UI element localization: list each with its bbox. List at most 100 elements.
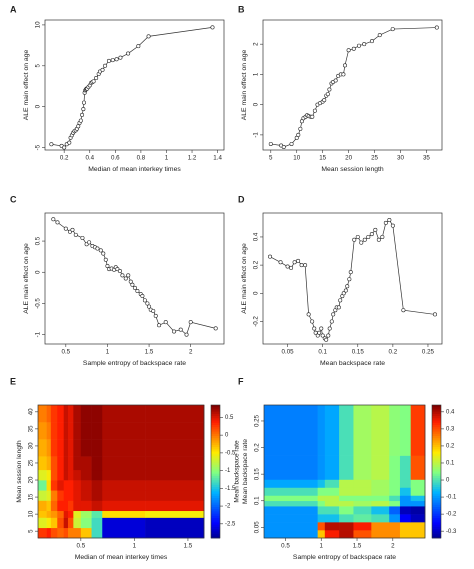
heatmap-cell: [91, 527, 103, 539]
data-point: [157, 323, 162, 328]
colorbar-segment-E: [211, 405, 220, 408]
data-point: [268, 141, 273, 146]
data-point: [67, 140, 72, 145]
heatmap-cell: [324, 514, 340, 523]
colorbar-segment-E: [211, 513, 220, 517]
heatmap-cell: [63, 510, 69, 518]
panel-label-B: B: [238, 4, 245, 14]
data-point: [120, 273, 125, 278]
heatmap-cell: [67, 510, 74, 518]
data-point: [327, 87, 332, 92]
heatmap-cell: [102, 490, 146, 501]
heatmap-cell: [73, 500, 82, 512]
x-tick-label: 0.4: [85, 155, 94, 162]
colorbar-tick-label: -0.1: [446, 495, 457, 501]
heatmap-cell: [50, 517, 58, 529]
heatmap-cell: [339, 514, 354, 523]
colorbar-segment-F: [432, 484, 441, 488]
colorbar-segment-F: [432, 464, 441, 468]
heatmap-cell: [317, 500, 326, 507]
colorbar-segment-E: [211, 409, 220, 413]
heatmap-cell: [371, 514, 390, 523]
x-tick-label: 0.15: [352, 349, 365, 356]
y-tick-label: 10: [35, 21, 42, 28]
heatmap-cell: [353, 530, 372, 539]
heatmap-cell: [410, 506, 426, 515]
data-point: [341, 291, 346, 296]
colorbar-segment-F: [432, 535, 441, 539]
heatmap-cell: [399, 530, 411, 539]
heatmap-cell: [67, 500, 74, 512]
x-tick-label: 1.5: [353, 543, 362, 550]
colorbar-segment-F: [432, 405, 441, 408]
colorbar-segment-F: [432, 513, 441, 517]
data-point: [355, 234, 360, 239]
data-point: [49, 142, 54, 147]
colorbar-tick-label: -0.3: [446, 529, 457, 535]
heatmap-cell: [399, 500, 411, 507]
heatmap-cell: [410, 530, 426, 539]
colorbar-segment-F: [432, 480, 441, 483]
y-tick-label: -1: [35, 331, 42, 337]
heatmap-cell: [324, 530, 340, 539]
heatmap-cell: [57, 439, 65, 457]
heatmap-cell: [80, 439, 92, 457]
colorbar-tick-label: -0.5: [225, 450, 236, 456]
colorbar-segment-F: [432, 487, 441, 490]
heatmap-cell: [389, 522, 401, 531]
data-point: [383, 220, 388, 225]
data-point: [351, 46, 356, 51]
colorbar-segment-F: [432, 409, 441, 413]
heatmap-cell: [102, 527, 146, 539]
colorbar-segment-E: [211, 502, 220, 506]
data-point: [296, 132, 301, 137]
series-line-C: [53, 218, 216, 336]
y-tick-label: 0.5: [35, 236, 42, 245]
heatmap-cell: [67, 439, 74, 457]
colorbar-segment-F: [432, 506, 441, 510]
heatmap-cell: [67, 405, 74, 423]
colorbar-segment-E: [211, 444, 220, 448]
colorbar-segment-E: [211, 491, 220, 495]
heatmap-cell: [371, 479, 390, 488]
colorbar-segment-E: [211, 533, 220, 537]
colorbar-segment-E: [211, 436, 220, 439]
data-point: [299, 119, 304, 124]
heatmap-cell: [73, 456, 82, 471]
heatmap-cell: [324, 500, 340, 507]
heatmap-cell: [63, 527, 69, 539]
data-point: [172, 329, 177, 334]
heatmap-cell: [410, 500, 426, 507]
y-tick-label: 0.15: [254, 468, 261, 481]
y-tick-label: 0: [253, 102, 260, 106]
heatmap-cell: [73, 490, 82, 501]
heatmap-cell: [46, 490, 52, 501]
data-point: [319, 326, 324, 331]
data-point: [322, 98, 327, 103]
colorbar-segment-F: [432, 533, 441, 537]
heatmap-cell: [63, 456, 69, 471]
heatmap-cell: [67, 480, 74, 491]
y-tick-label: 0: [35, 104, 42, 108]
data-point: [343, 288, 348, 293]
colorbar-segment-F: [432, 478, 441, 481]
data-point: [333, 78, 338, 83]
colorbar-segment-E: [211, 473, 220, 477]
heatmap-cell: [324, 506, 340, 515]
heatmap-cell: [399, 479, 411, 488]
heatmap-cell: [50, 439, 58, 457]
colorbar-tick-label: 0.5: [225, 415, 234, 421]
heatmap-cell: [67, 456, 74, 471]
colorbar-segment-F: [432, 455, 441, 459]
colorbar-segment-E: [211, 413, 220, 417]
data-point: [163, 320, 168, 325]
heatmap-cell: [67, 490, 74, 501]
heatmap-cell: [317, 455, 326, 480]
heatmap-cell: [339, 479, 354, 488]
colorbar-segment-E: [211, 506, 220, 510]
heatmap-cell: [80, 480, 92, 491]
colorbar-segment-F: [432, 524, 441, 528]
colorbar-segment-E: [211, 469, 220, 472]
heatmap-cell: [264, 522, 318, 531]
heatmap-cell: [389, 506, 401, 515]
